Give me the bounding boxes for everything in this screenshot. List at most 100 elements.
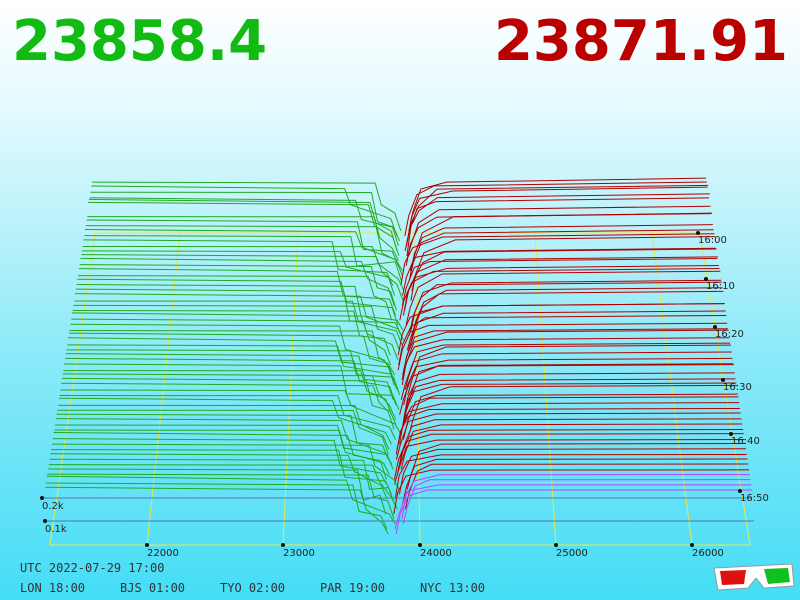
bid-curve	[81, 250, 395, 296]
bid-curve	[54, 429, 390, 475]
ask-curve	[402, 393, 738, 440]
tick-dot	[418, 543, 422, 547]
ask-curve	[393, 469, 749, 515]
bid-curve	[50, 453, 388, 500]
ask-price: 23871.91	[494, 9, 788, 74]
ask-curve	[406, 442, 746, 490]
bid-curve	[84, 235, 402, 281]
ask-curve	[407, 344, 731, 396]
bid-curve	[80, 257, 395, 306]
bid-curve	[65, 353, 394, 401]
bid-curve	[68, 337, 395, 386]
tick-dot	[43, 519, 47, 523]
ask-curve	[402, 328, 728, 376]
red-lens	[720, 570, 746, 585]
ask-curve	[408, 229, 714, 281]
ask-curve	[397, 322, 728, 371]
ask-curve	[396, 428, 743, 475]
bid-curve	[49, 458, 395, 505]
tick-dot	[738, 489, 742, 493]
bid-curve	[73, 304, 400, 351]
bid-curve	[52, 438, 387, 485]
time-tick-label: 16:10	[706, 281, 735, 292]
tick-dot	[40, 496, 44, 500]
ask-curve	[394, 439, 745, 485]
bid-curve	[60, 389, 402, 435]
ask-curve	[402, 479, 751, 525]
tick-dot	[704, 277, 708, 281]
bid-curve	[56, 413, 389, 460]
ask-curve	[394, 453, 747, 500]
ask-curve	[408, 281, 722, 336]
ask-curve	[394, 484, 752, 530]
ask-curve	[401, 337, 730, 386]
ask-curve	[406, 193, 710, 256]
tick-dot	[690, 543, 694, 547]
bid-curve	[74, 300, 403, 346]
time-zones: LON 18:00 BJS 01:00 TYO 02:00 PAR 19:00 NYC …	[20, 581, 485, 595]
bid-curve	[77, 278, 399, 326]
axis-labels: 22000 23000 24000 25000 26000 16:00 16:10 16:20…	[40, 231, 769, 559]
time-tick-label: 16:40	[731, 436, 760, 447]
zone-time: BJS 01:00	[120, 581, 185, 595]
bid-curve	[70, 323, 391, 371]
bid-curve	[68, 332, 395, 381]
price-tick-label: 25000	[556, 548, 588, 559]
tick-dot	[145, 543, 149, 547]
bid-curve	[87, 216, 399, 262]
ask-curve	[400, 233, 715, 286]
time-tick-label: 16:20	[715, 329, 744, 340]
bid-curve	[75, 293, 405, 341]
ask-curve	[405, 270, 721, 326]
ask-curve	[409, 290, 724, 346]
bid-curve	[85, 225, 403, 271]
utc-time: UTC 2022-07-29 17:00	[20, 561, 165, 575]
ask-curve	[402, 247, 716, 296]
price-tick-label: 24000	[420, 548, 452, 559]
bid-curve	[66, 349, 401, 396]
bid-curve	[58, 404, 390, 450]
ask-curve	[397, 303, 725, 356]
zone-time: NYC 13:00	[420, 581, 485, 595]
bid-curve	[83, 239, 394, 286]
zone-time: PAR 19:00	[320, 581, 385, 595]
bid-curve	[69, 330, 396, 376]
ask-curve	[398, 314, 727, 366]
ask-curve	[395, 412, 741, 460]
ask-curve	[403, 264, 719, 316]
bid-curve	[48, 464, 398, 510]
ask-curve	[402, 458, 748, 505]
ask-curve	[395, 407, 740, 455]
tick-dot	[729, 432, 733, 436]
ask-curve	[404, 181, 707, 237]
bid-curve	[72, 309, 391, 356]
ask-curve	[400, 351, 732, 401]
bid-curve	[47, 473, 395, 520]
bid-curve	[91, 181, 402, 232]
grid-line	[534, 232, 557, 546]
bid-curve	[45, 482, 388, 530]
volume-tick-label: 0.1k	[45, 524, 67, 535]
ask-curve	[410, 248, 717, 301]
bid-curve	[86, 219, 399, 266]
price-tick-label: 23000	[283, 548, 315, 559]
ask-curve	[408, 384, 737, 435]
bid-curve	[71, 318, 392, 366]
tick-dot	[713, 325, 717, 329]
ask-curve	[405, 213, 712, 266]
ask-curve	[404, 256, 719, 311]
ask-curve	[404, 463, 749, 510]
grid-line	[282, 232, 299, 546]
bid-curve	[79, 264, 398, 311]
zone-time: LON 18:00	[20, 581, 85, 595]
bid-curve	[78, 275, 393, 321]
volume-tick-label: 0.2k	[42, 501, 64, 512]
tick-dot	[721, 378, 725, 382]
time-tick-label: 16:00	[698, 235, 727, 246]
bid-curve	[53, 431, 387, 480]
ask-curve	[399, 364, 734, 415]
ask-curve	[401, 257, 718, 306]
bid-curve	[51, 443, 400, 490]
